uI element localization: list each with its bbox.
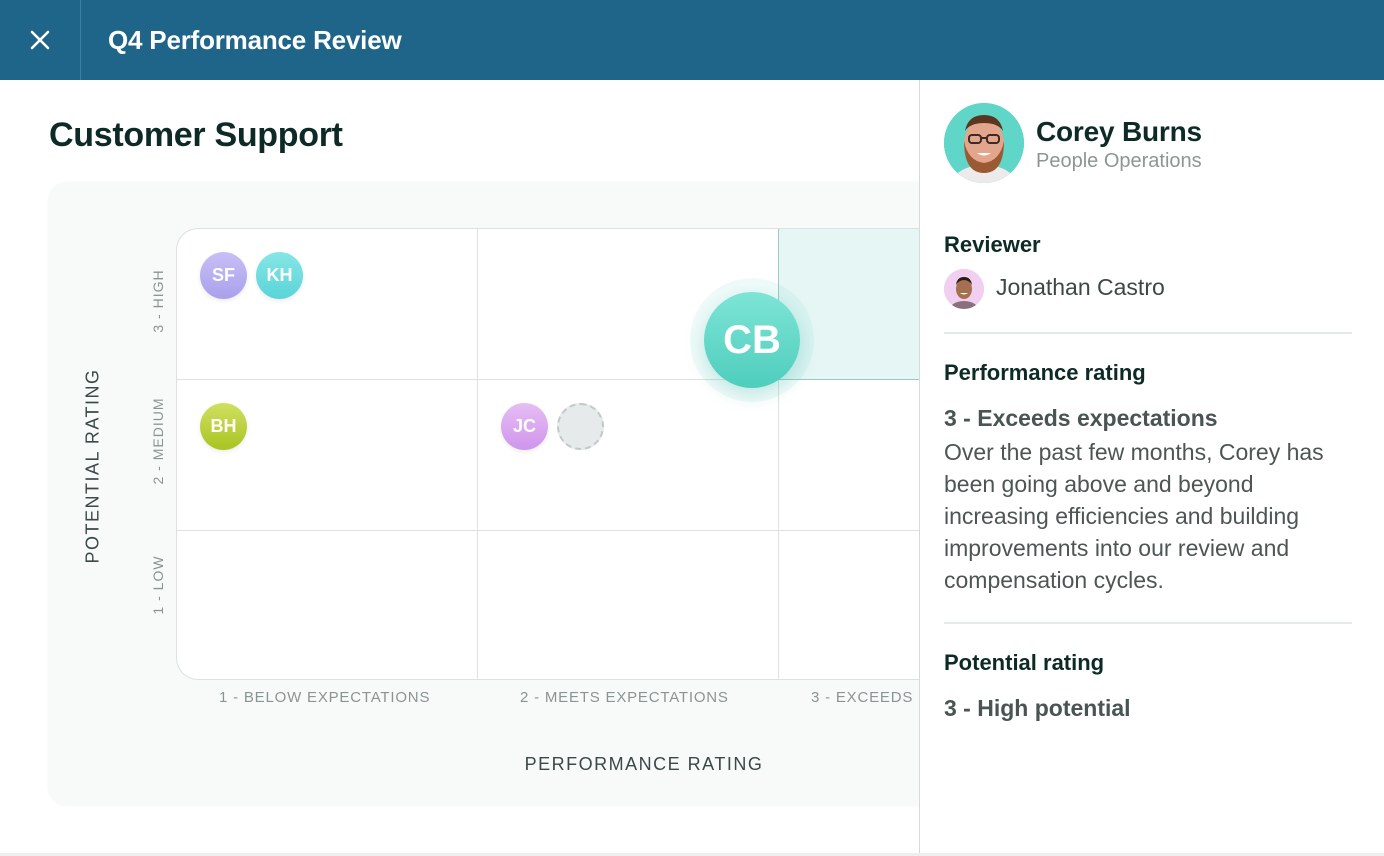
- reviewer-name: Jonathan Castro: [996, 274, 1165, 300]
- employee-bubble-kh[interactable]: KH: [256, 252, 303, 299]
- cell-below-high[interactable]: [177, 229, 478, 380]
- person-photo-icon: [944, 103, 1024, 183]
- profile-avatar: [944, 103, 1024, 183]
- panel-divider: [919, 80, 920, 856]
- x-tick-below: 1 - BELOW EXPECTATIONS: [219, 689, 431, 706]
- top-bar: Q4 Performance Review: [0, 0, 1384, 80]
- reviewer-avatar: [944, 269, 984, 309]
- cell-exceeds-high[interactable]: [778, 229, 920, 380]
- employee-bubble-sf[interactable]: SF: [200, 252, 247, 299]
- employee-detail-panel: Corey Burns People Operations Reviewer J…: [920, 80, 1384, 856]
- divider: [944, 622, 1352, 624]
- bottom-edge: [0, 853, 1384, 856]
- y-tick-low: 1 - LOW: [150, 555, 166, 615]
- page-header-title: Q4 Performance Review: [108, 25, 402, 55]
- y-axis-title: POTENTIAL RATING: [82, 368, 103, 564]
- performance-rating-label: Performance rating: [944, 360, 1146, 385]
- close-icon: [30, 30, 50, 50]
- employee-bubble-bh[interactable]: BH: [200, 403, 247, 450]
- divider: [944, 332, 1352, 334]
- cell-exceeds-medium[interactable]: [779, 380, 920, 531]
- potential-rating-label: Potential rating: [944, 650, 1105, 675]
- x-tick-meets: 2 - MEETS EXPECTATIONS: [520, 689, 729, 706]
- drop-placeholder: [557, 403, 604, 450]
- profile-name: Corey Burns: [1036, 116, 1202, 147]
- profile-department: People Operations: [1036, 150, 1202, 172]
- potential-rating-value: 3 - High potential: [944, 695, 1131, 721]
- cell-meets-medium[interactable]: [478, 380, 779, 531]
- person-photo-icon: [944, 269, 984, 309]
- y-tick-medium: 2 - MEDIUM: [150, 397, 166, 485]
- x-tick-exceeds: 3 - EXCEEDS: [811, 689, 914, 706]
- page-title: Customer Support: [49, 116, 343, 154]
- x-axis-title: PERFORMANCE RATING: [524, 754, 764, 774]
- nine-box-grid-area: POTENTIAL RATING 3 - HIGH 2 - MEDIUM 1 -…: [82, 228, 920, 774]
- nine-box-grid: [176, 228, 920, 680]
- employee-bubble-jc[interactable]: JC: [501, 403, 548, 450]
- performance-rating-value: 3 - Exceeds expectations: [944, 405, 1218, 431]
- cell-exceeds-low[interactable]: [779, 531, 920, 679]
- employee-bubble-cb-selected[interactable]: CB: [704, 292, 800, 388]
- cell-below-medium[interactable]: [177, 380, 478, 531]
- cell-meets-low[interactable]: [478, 531, 779, 679]
- close-button[interactable]: [0, 0, 81, 80]
- cell-below-low[interactable]: [177, 531, 478, 679]
- reviewer-label: Reviewer: [944, 232, 1041, 257]
- performance-rating-description: Over the past few months, Corey has been…: [944, 439, 1324, 593]
- y-tick-high: 3 - HIGH: [150, 269, 166, 333]
